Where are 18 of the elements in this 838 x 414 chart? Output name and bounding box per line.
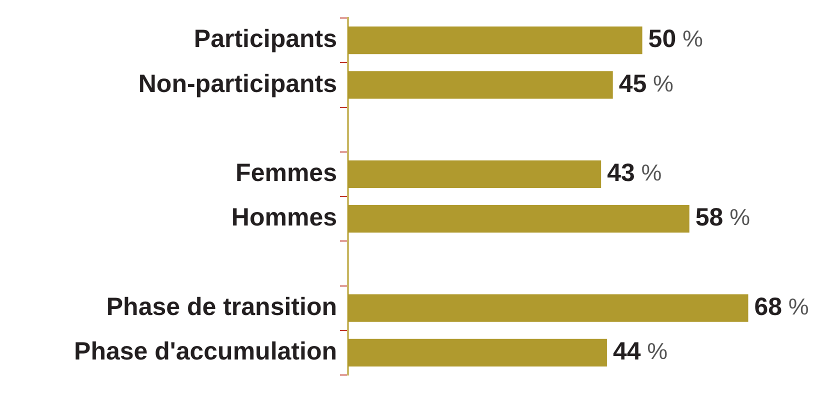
bar (348, 338, 607, 367)
data-label: 58 % (695, 204, 750, 232)
data-label: 68 % (754, 292, 809, 321)
data-label: 44 % (612, 338, 668, 366)
y-tick-label: Hommes (231, 204, 337, 232)
bar (348, 160, 602, 188)
bar (348, 26, 642, 54)
y-tick-label: Phase de transition (106, 292, 337, 321)
y-tick-label: Femmes (236, 159, 337, 188)
y-tick-label: Non-participants (138, 70, 337, 98)
data-label: 43 % (607, 159, 662, 188)
bar (348, 204, 690, 233)
bar (348, 294, 748, 322)
data-label: 50 % (648, 25, 703, 54)
data-label: 45 % (618, 70, 674, 98)
bar (348, 71, 613, 99)
y-tick-label: Participants (194, 25, 337, 54)
y-tick-label: Phase d'accumulation (74, 338, 337, 366)
